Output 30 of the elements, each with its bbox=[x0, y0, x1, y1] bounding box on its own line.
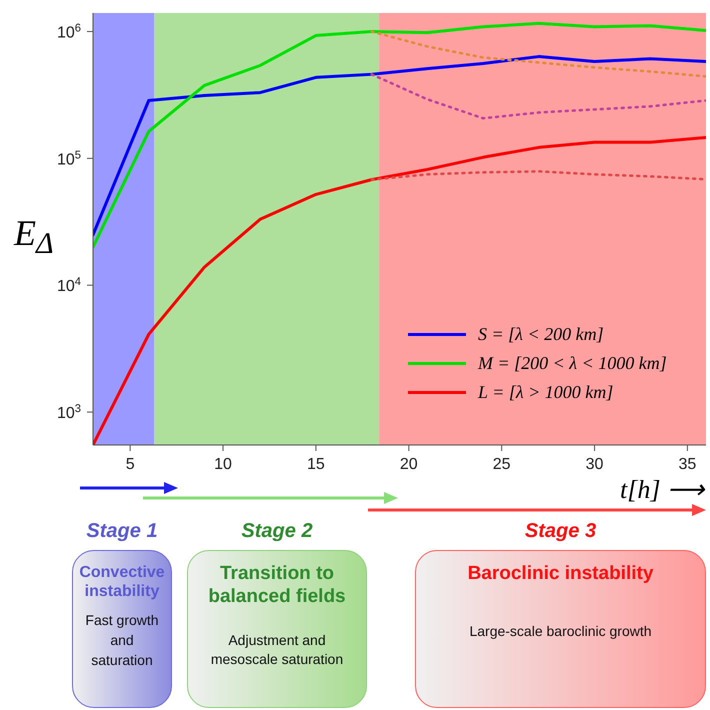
line-series bbox=[93, 55, 706, 236]
y-tick-label: 10$^{6}$ bbox=[56, 22, 81, 42]
x-axis-title: t[h] ⟶ bbox=[620, 474, 704, 505]
y-tick-label: 10$^{4}$ bbox=[56, 276, 81, 296]
x-tick-label: 25 bbox=[492, 456, 511, 473]
legend-label: S = [λ < 200 km] bbox=[478, 324, 604, 345]
text: Fast growth and saturation bbox=[84, 611, 160, 670]
y-tick-label: 10$^{5}$ bbox=[56, 149, 81, 168]
x-tick-label: 30 bbox=[586, 456, 604, 473]
x-tick-label: 20 bbox=[400, 456, 418, 473]
y-axis-title: E$_{Δ}$ bbox=[14, 212, 54, 262]
text: Baroclinic instability bbox=[468, 563, 654, 586]
text: Stage 2 bbox=[240, 520, 314, 543]
text: Transition to balanced fields bbox=[207, 563, 347, 609]
x-tick-label: 15 bbox=[307, 456, 325, 473]
x-tick-label: 10 bbox=[214, 456, 232, 473]
line-series bbox=[93, 22, 706, 249]
line-series bbox=[370, 73, 706, 120]
line-series bbox=[370, 30, 706, 78]
legend-label: L = [λ > 1000 km] bbox=[478, 382, 614, 403]
y-tick-label: 10$^{3}$ bbox=[56, 403, 81, 422]
text: Convective instability bbox=[78, 563, 166, 602]
text: Adjustment and mesoscale saturation bbox=[210, 630, 344, 670]
x-tick-label: 5 bbox=[126, 456, 135, 473]
legend-label: M = [200 < λ < 1000 km] bbox=[478, 353, 667, 374]
line-series bbox=[370, 170, 706, 181]
x-tick-label: 35 bbox=[678, 456, 696, 473]
text: Stage 3 bbox=[524, 520, 598, 543]
text: Stage 1 bbox=[85, 520, 159, 543]
text: Large-scale baroclinic growth bbox=[468, 622, 653, 641]
